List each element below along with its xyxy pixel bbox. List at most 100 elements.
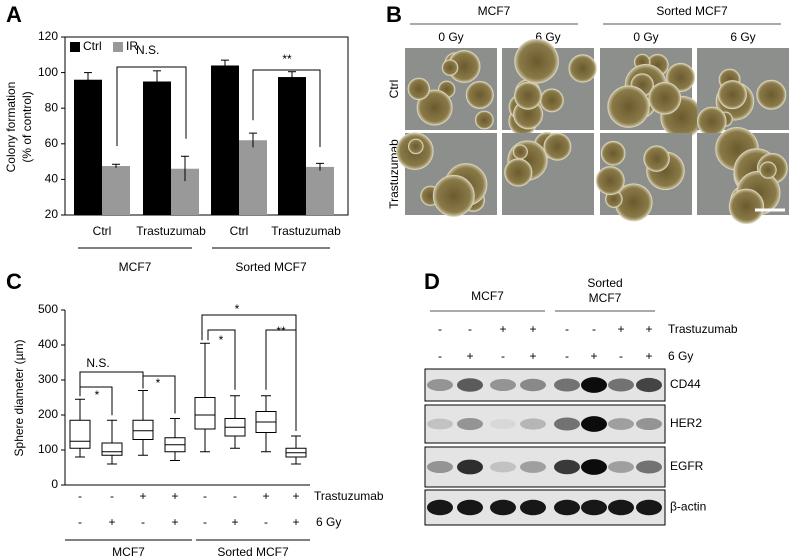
condition-sign: - bbox=[565, 322, 569, 336]
panel-label: B bbox=[386, 2, 402, 27]
y-tick-label: 100 bbox=[38, 65, 58, 79]
x-tick-label: Ctrl bbox=[93, 224, 112, 238]
blot-band bbox=[457, 378, 483, 392]
y-tick-label: 500 bbox=[38, 302, 58, 316]
y-tick-label: 120 bbox=[38, 29, 58, 43]
y-tick-label: 300 bbox=[38, 372, 58, 386]
blot-band bbox=[490, 461, 516, 473]
panel-label: C bbox=[6, 269, 22, 294]
sphere bbox=[432, 174, 475, 217]
row-label: Trastuzumab bbox=[668, 322, 738, 336]
condition-sign: + bbox=[292, 489, 299, 503]
sphere bbox=[568, 54, 597, 83]
sphere bbox=[514, 81, 542, 110]
condition-sign: - bbox=[110, 489, 114, 503]
group-label: MCF7 bbox=[112, 545, 145, 559]
sphere bbox=[408, 138, 424, 155]
y-tick-label: 100 bbox=[38, 442, 58, 456]
condition-sign: + bbox=[645, 349, 652, 363]
condition-sign: + bbox=[529, 349, 536, 363]
y-tick-label: 200 bbox=[38, 407, 58, 421]
dose-label: 0 Gy bbox=[633, 30, 658, 44]
x-tick-label: Ctrl bbox=[230, 224, 249, 238]
group-label: MCF7 bbox=[471, 289, 504, 303]
row-label: Ctrl bbox=[387, 80, 401, 99]
sphere bbox=[717, 80, 747, 110]
plot-frame bbox=[64, 36, 349, 216]
blot-band bbox=[490, 378, 516, 392]
condition-sign: + bbox=[617, 322, 624, 336]
group-label: Sorted MCF7 bbox=[217, 545, 289, 559]
blot-band bbox=[581, 416, 607, 432]
significance-label: * bbox=[235, 302, 240, 316]
dose-label: 6 Gy bbox=[730, 30, 755, 44]
blot-band bbox=[636, 377, 662, 393]
significance-bracket bbox=[79, 386, 113, 416]
y-tick-label: 60 bbox=[45, 136, 59, 150]
significance-label: N.S. bbox=[136, 43, 159, 57]
significance-label: ** bbox=[276, 324, 286, 338]
box bbox=[69, 419, 91, 449]
sphere bbox=[607, 85, 650, 128]
y-tick-label: 400 bbox=[38, 337, 58, 351]
group-label: MCF7 bbox=[478, 4, 511, 18]
sphere bbox=[600, 140, 626, 166]
condition-sign: + bbox=[466, 349, 473, 363]
band-label: HER2 bbox=[670, 416, 702, 430]
significance-bracket bbox=[142, 375, 176, 414]
box bbox=[132, 419, 154, 440]
condition-sign: + bbox=[171, 515, 178, 529]
group-label: MCF7 bbox=[119, 260, 152, 274]
condition-sign: + bbox=[499, 322, 506, 336]
sphere bbox=[643, 145, 670, 172]
group-label: Sorted MCF7 bbox=[656, 4, 728, 18]
blot-band bbox=[457, 499, 483, 516]
condition-sign: - bbox=[438, 349, 442, 363]
significance-bracket bbox=[265, 329, 297, 431]
blot-band bbox=[581, 377, 607, 393]
condition-sign: + bbox=[529, 322, 536, 336]
band-label: CD44 bbox=[670, 377, 701, 391]
significance-label: * bbox=[95, 388, 100, 402]
condition-sign: - bbox=[501, 349, 505, 363]
bar bbox=[278, 77, 306, 215]
legend-label: IR bbox=[126, 39, 138, 53]
condition-sign: - bbox=[468, 322, 472, 336]
blot-band bbox=[608, 418, 634, 430]
blot-band bbox=[608, 499, 634, 516]
sphere bbox=[756, 79, 787, 110]
condition-sign: + bbox=[292, 515, 299, 529]
row-label: Trastuzumab bbox=[314, 489, 384, 503]
condition-sign: + bbox=[262, 489, 269, 503]
condition-sign: - bbox=[592, 322, 596, 336]
y-tick-label: 0 bbox=[51, 477, 58, 491]
group-label: MCF7 bbox=[589, 291, 622, 305]
condition-sign: - bbox=[203, 489, 207, 503]
significance-bracket bbox=[252, 69, 321, 147]
bar bbox=[74, 79, 102, 215]
condition-sign: - bbox=[78, 489, 82, 503]
condition-sign: - bbox=[233, 489, 237, 503]
dose-label: 0 Gy bbox=[438, 30, 463, 44]
y-tick-label: 80 bbox=[45, 100, 59, 114]
y-tick-label: 20 bbox=[45, 207, 59, 221]
condition-sign: - bbox=[264, 515, 268, 529]
sphere bbox=[539, 88, 564, 113]
significance-label: ** bbox=[282, 52, 292, 66]
y-tick-label: 40 bbox=[45, 172, 59, 186]
significance-label: * bbox=[156, 376, 161, 390]
blot-band bbox=[457, 417, 483, 431]
blot-band bbox=[427, 378, 453, 392]
blot-band bbox=[457, 459, 483, 475]
box bbox=[194, 397, 216, 430]
sphere bbox=[416, 89, 453, 126]
panel-label: A bbox=[6, 2, 22, 27]
blot-band bbox=[427, 418, 453, 430]
blot-band bbox=[490, 499, 516, 516]
legend-swatch bbox=[113, 42, 123, 52]
sphere bbox=[543, 132, 572, 161]
significance-bracket bbox=[116, 66, 187, 147]
condition-sign: - bbox=[619, 349, 623, 363]
sphere bbox=[474, 110, 494, 130]
